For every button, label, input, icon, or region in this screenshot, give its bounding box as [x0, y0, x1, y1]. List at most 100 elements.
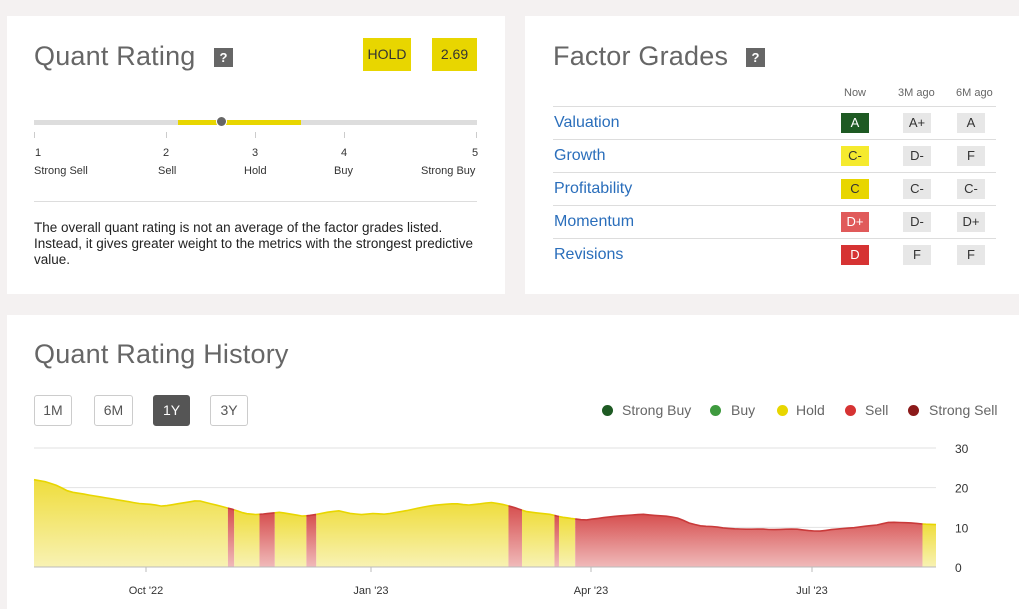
range-button-1m[interactable]: 1M [34, 395, 72, 426]
legend-dot-buy [710, 405, 721, 416]
y-tick-label: 10 [955, 521, 969, 535]
scale-label: Strong Buy [421, 165, 476, 177]
quant-rating-title: Quant Rating [34, 41, 196, 71]
sell-area-segment [227, 508, 235, 567]
grade-6m-ago: A [957, 113, 985, 133]
quant-rating-card: Quant Rating ? HOLD 2.69 1 Strong Sell 2 Se… [7, 16, 505, 294]
hold-area-segment [274, 512, 307, 567]
scale-label: Strong Sell [34, 165, 88, 177]
factor-row-growth: Growth C- D- F [553, 139, 996, 172]
sell-line-segment [575, 513, 923, 532]
grade-3m-ago: A+ [903, 113, 931, 133]
legend-label[interactable]: Sell [865, 402, 889, 418]
sell-line-segment [306, 513, 317, 517]
sell-line-segment [227, 507, 235, 511]
range-button-1y[interactable]: 1Y [153, 395, 190, 426]
y-tick-label: 30 [955, 442, 969, 456]
divider [34, 201, 477, 202]
sell-line-segment [508, 505, 523, 511]
scale-number: 2 [163, 147, 170, 159]
scale-tick [344, 132, 345, 138]
header-6m-ago: 6M ago [956, 87, 993, 99]
hold-area-segment [234, 509, 260, 567]
header-3m-ago: 3M ago [898, 87, 935, 99]
hold-area-segment [922, 524, 936, 567]
legend-label[interactable]: Strong Buy [622, 402, 692, 418]
grade-now: D [841, 245, 869, 265]
grade-3m-ago: D- [903, 212, 931, 232]
grade-6m-ago: C- [957, 179, 985, 199]
grade-now: D+ [841, 212, 869, 232]
scale-number: 3 [252, 147, 259, 159]
grade-now: A [841, 113, 869, 133]
scale-tick [255, 132, 256, 138]
range-button-3y[interactable]: 3Y [210, 395, 248, 426]
sell-area-segment [554, 515, 559, 567]
legend-dot-strong-sell [908, 405, 919, 416]
factor-grades-title: Factor Grades [553, 41, 729, 71]
rating-history-chart: 30 20 10 0 Oct '22 Jan '23 Apr '23 Jul '23 [33, 442, 969, 597]
sell-line-segment [554, 514, 560, 518]
hold-line-segment [274, 511, 307, 517]
legend-label[interactable]: Hold [796, 402, 825, 418]
hold-area-segment [316, 502, 509, 567]
factor-help-icon[interactable]: ? [746, 48, 765, 67]
scale-number: 4 [341, 147, 348, 159]
grade-now: C [841, 179, 869, 199]
scale-label: Hold [244, 165, 267, 177]
hold-line-segment [233, 509, 260, 516]
legend-dot-strong-buy [602, 405, 613, 416]
hold-line-segment [922, 523, 937, 526]
legend-label[interactable]: Strong Sell [929, 402, 998, 418]
factor-link-revisions[interactable]: Revisions [554, 246, 624, 263]
header-now: Now [844, 87, 867, 99]
x-tick-label: Jan '23 [353, 585, 388, 597]
factor-row-valuation: Valuation A A+ A [553, 106, 996, 139]
x-tick-label: Oct '22 [129, 585, 164, 597]
sell-area-segment [508, 505, 522, 567]
scale-tick [476, 132, 477, 138]
factor-link-momentum[interactable]: Momentum [554, 213, 635, 230]
hold-area-segment [521, 510, 555, 567]
sell-area-segment [259, 512, 275, 567]
hold-line-segment [33, 478, 229, 509]
range-button-6m[interactable]: 6M [94, 395, 133, 426]
grade-3m-ago: F [903, 245, 931, 265]
factor-link-profitability[interactable]: Profitability [554, 180, 633, 197]
hold-line-segment [521, 509, 555, 517]
legend-label[interactable]: Buy [731, 402, 756, 418]
factor-row-revisions: Revisions D F F [553, 238, 996, 271]
quant-help-icon[interactable]: ? [214, 48, 233, 67]
grade-3m-ago: D- [903, 146, 931, 166]
hold-area-segment [558, 516, 576, 567]
factor-link-growth[interactable]: Growth [554, 147, 606, 164]
factor-row-profitability: Profitability C C- C- [553, 172, 996, 205]
sell-area-segment [575, 514, 923, 567]
y-tick-label: 20 [955, 482, 969, 496]
scale-label: Buy [334, 165, 353, 177]
x-tick-label: Apr '23 [574, 585, 609, 597]
score-badge: 2.69 [432, 38, 477, 71]
sell-line-segment [259, 512, 275, 516]
grade-6m-ago: D+ [957, 212, 985, 232]
grade-now: C- [841, 146, 869, 166]
rating-slider-track [34, 116, 477, 127]
hold-line-segment [558, 515, 576, 520]
scale-number: 5 [472, 147, 479, 159]
hold-area-segment [34, 479, 228, 567]
history-title: Quant Rating History [34, 339, 289, 369]
y-tick-label: 0 [955, 561, 962, 575]
hold-line-segment [316, 501, 509, 516]
rating-badge: HOLD [363, 38, 411, 71]
factor-row-momentum: Momentum D+ D- D+ [553, 205, 996, 238]
scale-label: Sell [158, 165, 177, 177]
sell-area-segment [306, 514, 317, 567]
quant-history-card: Quant Rating History 1M 6M 1Y 3Y Strong … [7, 315, 1019, 609]
hold-range-fill [178, 120, 301, 125]
scale-tick [34, 132, 35, 138]
grade-3m-ago: C- [903, 179, 931, 199]
legend-dot-hold [777, 405, 788, 416]
rating-marker [216, 116, 228, 127]
factor-grades-card: Factor Grades ? Now 3M ago 6M ago Valuat… [525, 16, 1019, 294]
factor-link-valuation[interactable]: Valuation [554, 114, 620, 131]
